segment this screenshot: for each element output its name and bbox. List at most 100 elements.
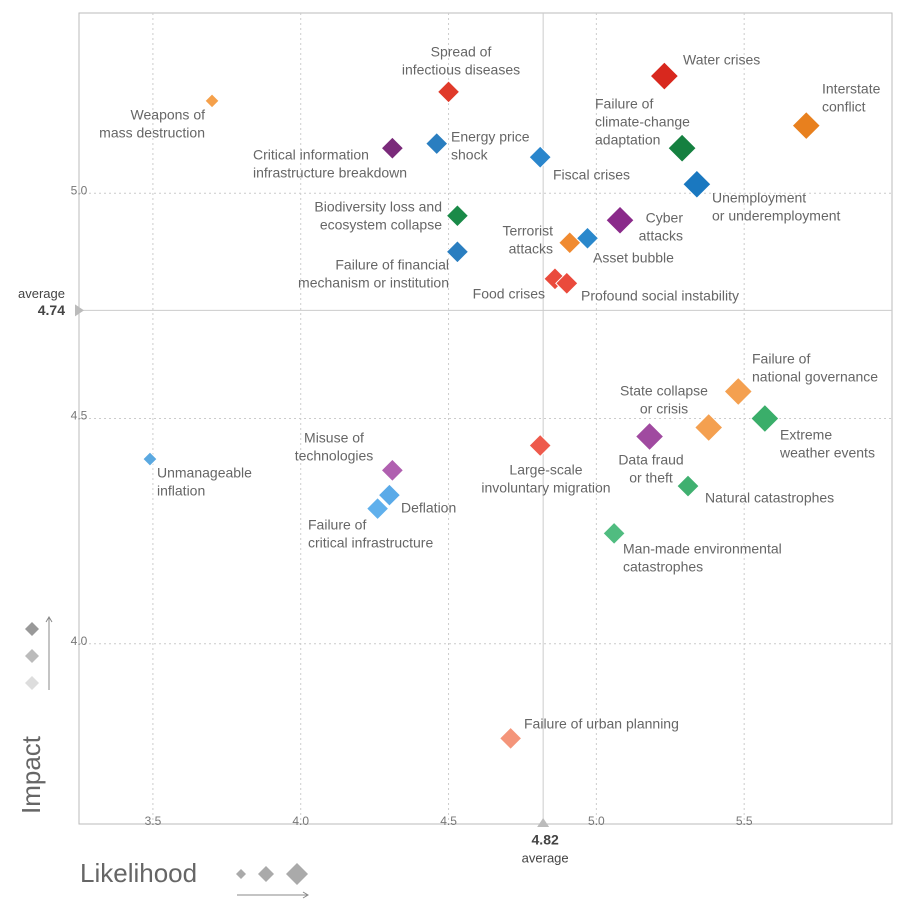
risk-label: weather events bbox=[779, 445, 875, 461]
legend-diamond bbox=[286, 863, 308, 885]
risk-label: Biodiversity loss and bbox=[314, 199, 442, 215]
risk-diamond bbox=[649, 61, 680, 91]
risk-label: Misuse of bbox=[304, 430, 364, 446]
x-axis-title: Likelihood bbox=[80, 858, 197, 888]
risk-diamond bbox=[667, 133, 697, 163]
risk-diamond bbox=[445, 204, 470, 228]
risk-diamond bbox=[436, 80, 461, 104]
legend-arrowhead bbox=[45, 616, 53, 623]
risk-label: Failure of bbox=[308, 517, 366, 533]
risk-label: climate-change bbox=[595, 114, 690, 130]
risk-label: inflation bbox=[157, 483, 205, 499]
risk-label: Data fraud bbox=[618, 452, 683, 468]
risk-label: Profound social instability bbox=[581, 288, 739, 304]
risk-diamond bbox=[605, 205, 635, 235]
risk-diamond bbox=[380, 136, 405, 160]
risk-label: Interstate bbox=[822, 81, 881, 97]
risk-diamond bbox=[377, 483, 402, 507]
y-tick-label: 5.0 bbox=[71, 183, 88, 197]
risk-label: Weapons of bbox=[131, 107, 206, 123]
risk-label: conflict bbox=[822, 99, 866, 115]
risk-label: Food crises bbox=[473, 286, 545, 302]
risk-label: Cyber bbox=[646, 210, 684, 226]
risk-label: adaptation bbox=[595, 132, 660, 148]
risk-label: Terrorist bbox=[502, 223, 553, 239]
risk-label: or theft bbox=[629, 470, 673, 486]
risk-label: Fiscal crises bbox=[553, 167, 630, 183]
y-average-value: 4.74 bbox=[38, 302, 65, 318]
legend-diamond bbox=[25, 622, 39, 636]
x-tick-label: 4.5 bbox=[440, 814, 457, 828]
risk-label: Natural catastrophes bbox=[705, 490, 834, 506]
x-tick-label: 5.0 bbox=[588, 814, 605, 828]
risk-diamond bbox=[676, 474, 700, 498]
risk-diamond bbox=[634, 421, 665, 452]
x-average-value: 4.82 bbox=[532, 832, 559, 848]
risk-diamond bbox=[498, 726, 523, 751]
risk-label: Spread of bbox=[431, 44, 492, 60]
risk-label: mass destruction bbox=[99, 125, 205, 141]
risk-label: Critical information bbox=[253, 147, 369, 163]
risk-diamond bbox=[558, 231, 582, 255]
risk-label: Unmanageable bbox=[157, 465, 252, 481]
risk-diamond bbox=[528, 145, 552, 169]
risk-label: infectious diseases bbox=[402, 62, 520, 78]
risk-label: Unemployment bbox=[712, 190, 806, 206]
risk-label: Water crises bbox=[683, 52, 760, 68]
risk-diamond bbox=[750, 403, 780, 434]
risk-diamond bbox=[791, 110, 821, 141]
risk-label: Failure of urban planning bbox=[524, 716, 679, 732]
risk-label: involuntary migration bbox=[481, 480, 610, 496]
risk-label: ecosystem collapse bbox=[320, 217, 442, 233]
risk-label: catastrophes bbox=[623, 559, 703, 575]
risk-label: Extreme bbox=[780, 427, 832, 443]
risk-diamond bbox=[575, 226, 600, 250]
risk-diamond bbox=[693, 412, 724, 443]
risk-label: Failure of bbox=[595, 96, 653, 112]
risk-diamond bbox=[555, 271, 579, 296]
risk-label: State collapse bbox=[620, 383, 708, 399]
x-tick-label: 5.5 bbox=[736, 814, 753, 828]
size-legend-vertical bbox=[25, 616, 53, 690]
legend-diamond bbox=[258, 866, 274, 882]
risk-label: attacks bbox=[509, 241, 553, 257]
risk-label: Asset bubble bbox=[593, 250, 674, 266]
risk-label: shock bbox=[451, 147, 489, 163]
legend-diamond bbox=[25, 649, 39, 663]
x-average-text: average bbox=[522, 850, 569, 865]
risk-diamond bbox=[602, 521, 626, 546]
risk-diamond bbox=[380, 458, 405, 483]
risk-diamond bbox=[142, 451, 158, 467]
risk-label: Energy price bbox=[451, 129, 530, 145]
risk-label: or underemployment bbox=[712, 208, 841, 224]
risk-diamond bbox=[425, 131, 449, 156]
legend-arrowhead bbox=[302, 891, 309, 899]
risk-label: mechanism or institution bbox=[298, 275, 449, 291]
y-tick-label: 4.0 bbox=[71, 634, 88, 648]
risk-label: critical infrastructure bbox=[308, 535, 433, 551]
risk-label: Failure of bbox=[752, 351, 810, 367]
y-axis-title: Impact bbox=[16, 735, 46, 814]
risk-label: Failure of financial bbox=[335, 257, 449, 273]
risk-diamond bbox=[445, 240, 470, 264]
x-average-marker bbox=[537, 818, 550, 827]
risk-label: Deflation bbox=[401, 500, 456, 516]
x-tick-label: 4.0 bbox=[292, 814, 309, 828]
risk-label: attacks bbox=[639, 228, 683, 244]
risk-diamond bbox=[543, 267, 567, 291]
risk-diamond bbox=[528, 433, 552, 458]
risk-diamond bbox=[204, 93, 220, 109]
risk-label: Man-made environmental bbox=[623, 541, 782, 557]
y-average-text: average bbox=[18, 286, 65, 301]
risk-label: infrastructure breakdown bbox=[253, 165, 407, 181]
risk-label: Large-scale bbox=[509, 462, 582, 478]
risk-diamond bbox=[723, 376, 753, 407]
x-tick-label: 3.5 bbox=[145, 814, 162, 828]
legend-diamond bbox=[25, 676, 39, 690]
legend-diamond bbox=[236, 869, 246, 879]
risk-label: national governance bbox=[752, 369, 878, 385]
risk-diamond bbox=[682, 169, 712, 199]
y-average-marker bbox=[75, 304, 84, 317]
risk-diamond bbox=[365, 496, 390, 521]
